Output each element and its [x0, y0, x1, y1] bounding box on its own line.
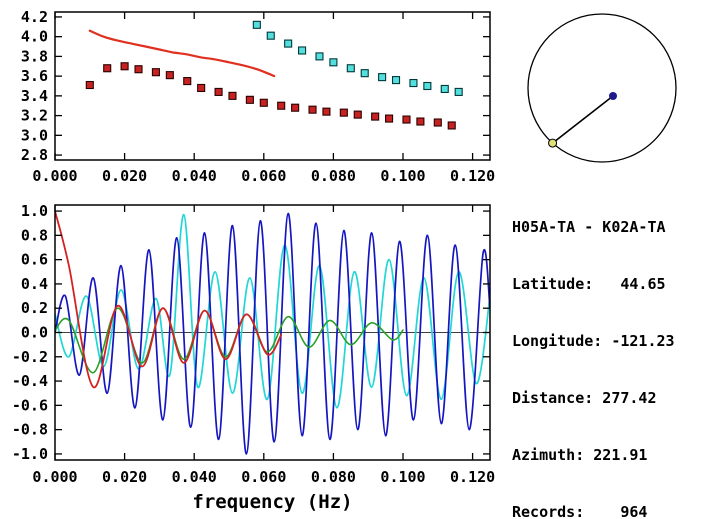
red-square-measurements-marker	[134, 65, 143, 74]
red-square-measurements-marker	[322, 107, 331, 116]
y-tick-label: 4.0	[21, 28, 48, 46]
x-tick-label: 0.120	[450, 167, 495, 185]
x-tick-label: 0.000	[32, 167, 77, 185]
station-pair-label: H05A-TA - K02A-TA	[512, 218, 666, 236]
red-square-measurements-marker	[120, 62, 129, 71]
red-square-measurements-marker	[165, 71, 174, 80]
red-square-measurements-marker	[447, 121, 456, 130]
y-tick-label: 3.2	[21, 107, 48, 125]
y-tick-label: 0.6	[21, 251, 48, 269]
station-dot	[609, 92, 617, 100]
red-square-measurements-marker	[339, 108, 348, 117]
y-tick-label: 0.4	[21, 275, 48, 293]
red-square-measurements-marker	[402, 115, 411, 124]
cyan-square-measurements-marker	[423, 81, 432, 91]
red-square-measurements-marker	[385, 114, 394, 123]
series-group	[85, 20, 463, 130]
waveform-plot: 0.000 0.020 0.040 0.060 0.080 0.100 0.120 -1.0 -…	[12, 202, 495, 513]
red-square-measurements-marker	[291, 103, 300, 112]
dispersion-plot: 0.000 0.020 0.040 0.060 0.080 0.100 0.120 2.8 3.…	[21, 8, 495, 185]
red-square-measurements-marker	[214, 87, 223, 96]
x-tick-label: 0.000	[32, 468, 77, 486]
red-square-measurements-marker	[85, 80, 94, 90]
y-tick-label: 0.8	[21, 226, 48, 244]
cyan-square-measurements-marker	[315, 52, 324, 61]
azimuth-end-dot	[548, 138, 558, 148]
phase-velocity-curve	[88, 29, 276, 78]
red-square-measurements-marker	[103, 64, 112, 73]
y-tick-label: -0.2	[12, 348, 48, 366]
y-tick-label: -0.6	[12, 396, 48, 414]
x-tick-label: 0.080	[311, 167, 356, 185]
cyan-square-measurements-marker	[360, 69, 369, 78]
records-line: Records: 964	[512, 503, 648, 519]
x-axis-label: frequency (Hz)	[192, 491, 352, 513]
cyan-square-measurements-marker	[284, 39, 293, 48]
azimuth-line	[552, 95, 614, 144]
cyan-square-measurements-marker	[391, 76, 401, 85]
x-tick-label: 0.020	[102, 167, 147, 185]
x-tick-label: 0.060	[241, 167, 286, 185]
x-tick-label: 0.020	[102, 468, 147, 486]
red-square-measurements-marker	[353, 110, 362, 119]
red-square-measurements-marker	[151, 68, 160, 77]
series-group	[55, 210, 490, 455]
y-tick-label: 3.0	[21, 126, 48, 144]
azimuth-circle	[527, 13, 677, 163]
x-tick-label: 0.040	[172, 468, 217, 486]
x-tick-label: 0.080	[311, 468, 356, 486]
y-tick-label: 2.8	[21, 146, 48, 164]
x-tick-label: 0.040	[172, 167, 217, 185]
red-square-measurements-marker	[259, 98, 268, 107]
cyan-square-measurements-marker	[346, 64, 355, 73]
cyan-square-measurements-marker	[329, 58, 338, 67]
cyan-square-measurements-marker	[440, 84, 449, 94]
y-tick-label: 0.0	[21, 324, 48, 342]
y-tick-label: -1.0	[12, 445, 48, 463]
cyan-square-measurements-marker	[454, 87, 463, 96]
longitude-line: Longitude: -121.23	[512, 332, 675, 350]
red-square-measurements-marker	[228, 91, 237, 100]
y-tick-label: 1.0	[21, 202, 48, 220]
waveform-red	[55, 210, 283, 389]
azimuth-line: Azimuth: 221.91	[512, 446, 648, 464]
y-tick-label: 4.2	[21, 8, 48, 26]
y-tick-label: 3.6	[21, 67, 48, 85]
x-tick-label: 0.060	[241, 468, 286, 486]
cyan-square-measurements-marker	[378, 73, 387, 82]
y-tick-label: -0.4	[12, 372, 48, 390]
station-info-panel: H05A-TA - K02A-TA Latitude: 44.65 Longit…	[512, 180, 675, 519]
cyan-square-measurements-marker	[266, 31, 275, 40]
red-square-measurements-marker	[433, 118, 442, 127]
red-square-measurements-marker	[245, 95, 254, 104]
waveform-blue	[55, 212, 490, 455]
plot-frame	[54, 11, 491, 161]
x-tick-label: 0.100	[380, 167, 425, 185]
red-square-measurements-marker	[197, 83, 206, 93]
red-square-measurements-marker	[308, 105, 317, 114]
x-tick-label: 0.120	[450, 468, 495, 486]
distance-line: Distance: 277.42	[512, 389, 657, 407]
y-tick-label: 3.4	[21, 87, 48, 105]
cyan-square-measurements-marker	[252, 20, 261, 29]
latitude-line: Latitude: 44.65	[512, 275, 666, 293]
cyan-square-measurements-marker	[298, 46, 307, 55]
red-square-measurements-marker	[277, 101, 286, 110]
cyan-square-measurements-marker	[409, 78, 418, 88]
y-tick-label: -0.8	[12, 421, 48, 439]
azimuth-circle-plot	[527, 13, 677, 163]
red-square-measurements-marker	[371, 112, 380, 121]
red-square-measurements-marker	[416, 117, 425, 126]
x-tick-label: 0.100	[380, 468, 425, 486]
y-tick-label: 3.8	[21, 47, 48, 65]
y-tick-label: 0.2	[21, 299, 48, 317]
red-square-measurements-marker	[183, 77, 192, 86]
